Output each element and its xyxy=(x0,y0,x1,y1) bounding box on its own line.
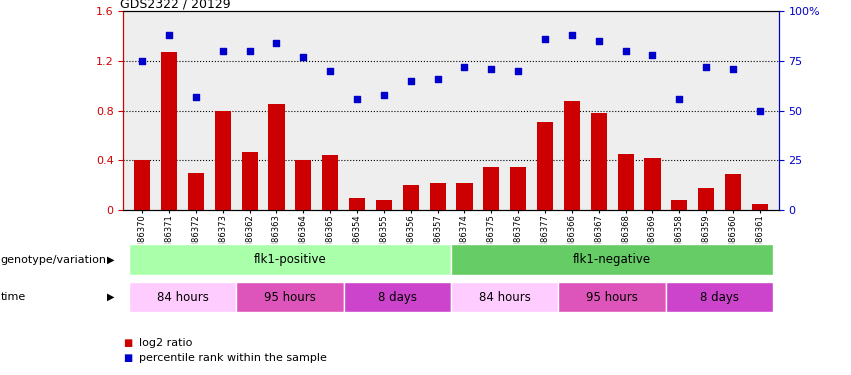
Text: ▶: ▶ xyxy=(107,292,115,302)
Bar xyxy=(671,200,688,210)
Text: time: time xyxy=(1,292,26,302)
Text: 8 days: 8 days xyxy=(378,291,417,304)
Point xyxy=(565,32,579,38)
Point xyxy=(726,66,740,72)
Bar xyxy=(376,200,392,210)
Text: 84 hours: 84 hours xyxy=(157,291,208,304)
Text: flk1-negative: flk1-negative xyxy=(573,253,651,266)
Point xyxy=(672,96,686,102)
Bar xyxy=(161,52,177,210)
Text: ▶: ▶ xyxy=(107,255,115,265)
Point xyxy=(646,52,660,58)
Point xyxy=(377,92,391,98)
Bar xyxy=(188,173,204,210)
Text: log2 ratio: log2 ratio xyxy=(139,338,192,348)
Bar xyxy=(295,160,311,210)
Bar xyxy=(242,152,258,210)
Bar xyxy=(214,111,231,210)
Bar xyxy=(591,113,607,210)
Point xyxy=(700,64,713,70)
Point xyxy=(135,58,149,64)
Text: 8 days: 8 days xyxy=(700,291,739,304)
Point xyxy=(163,32,176,38)
Bar xyxy=(644,158,660,210)
Bar xyxy=(665,282,774,312)
Bar xyxy=(403,185,419,210)
Bar xyxy=(751,204,768,210)
Point xyxy=(270,40,283,46)
Text: percentile rank within the sample: percentile rank within the sample xyxy=(139,353,327,363)
Bar xyxy=(537,122,553,210)
Bar xyxy=(134,160,151,210)
Point xyxy=(431,76,444,82)
Bar xyxy=(344,282,451,312)
Bar xyxy=(268,104,284,210)
Text: flk1-positive: flk1-positive xyxy=(254,253,326,266)
Bar xyxy=(698,188,714,210)
Point xyxy=(323,68,337,74)
Text: ■: ■ xyxy=(123,338,133,348)
Point xyxy=(458,64,471,70)
Bar xyxy=(430,183,446,210)
Bar xyxy=(456,183,472,210)
Text: 95 hours: 95 hours xyxy=(586,291,638,304)
Bar xyxy=(564,101,580,210)
Point xyxy=(243,48,256,54)
Point xyxy=(404,78,418,84)
Point xyxy=(484,66,498,72)
Point xyxy=(189,94,203,100)
Point xyxy=(351,96,364,102)
Bar xyxy=(510,166,526,210)
Bar xyxy=(237,282,344,312)
Bar xyxy=(483,166,500,210)
Point xyxy=(538,36,551,42)
Text: 84 hours: 84 hours xyxy=(479,291,531,304)
Point xyxy=(753,108,767,114)
Bar xyxy=(349,198,365,210)
Text: genotype/variation: genotype/variation xyxy=(1,255,107,265)
Bar xyxy=(451,282,558,312)
Point xyxy=(511,68,525,74)
Point xyxy=(296,54,310,60)
Point xyxy=(216,48,230,54)
Text: GDS2322 / 20129: GDS2322 / 20129 xyxy=(120,0,231,10)
Bar xyxy=(725,174,741,210)
Bar xyxy=(558,282,665,312)
Bar xyxy=(129,282,237,312)
Point xyxy=(619,48,632,54)
Text: ■: ■ xyxy=(123,353,133,363)
Text: 95 hours: 95 hours xyxy=(264,291,316,304)
Bar xyxy=(323,155,338,210)
Bar xyxy=(618,154,634,210)
Bar xyxy=(451,244,774,275)
Bar xyxy=(129,244,451,275)
Point xyxy=(592,38,606,44)
